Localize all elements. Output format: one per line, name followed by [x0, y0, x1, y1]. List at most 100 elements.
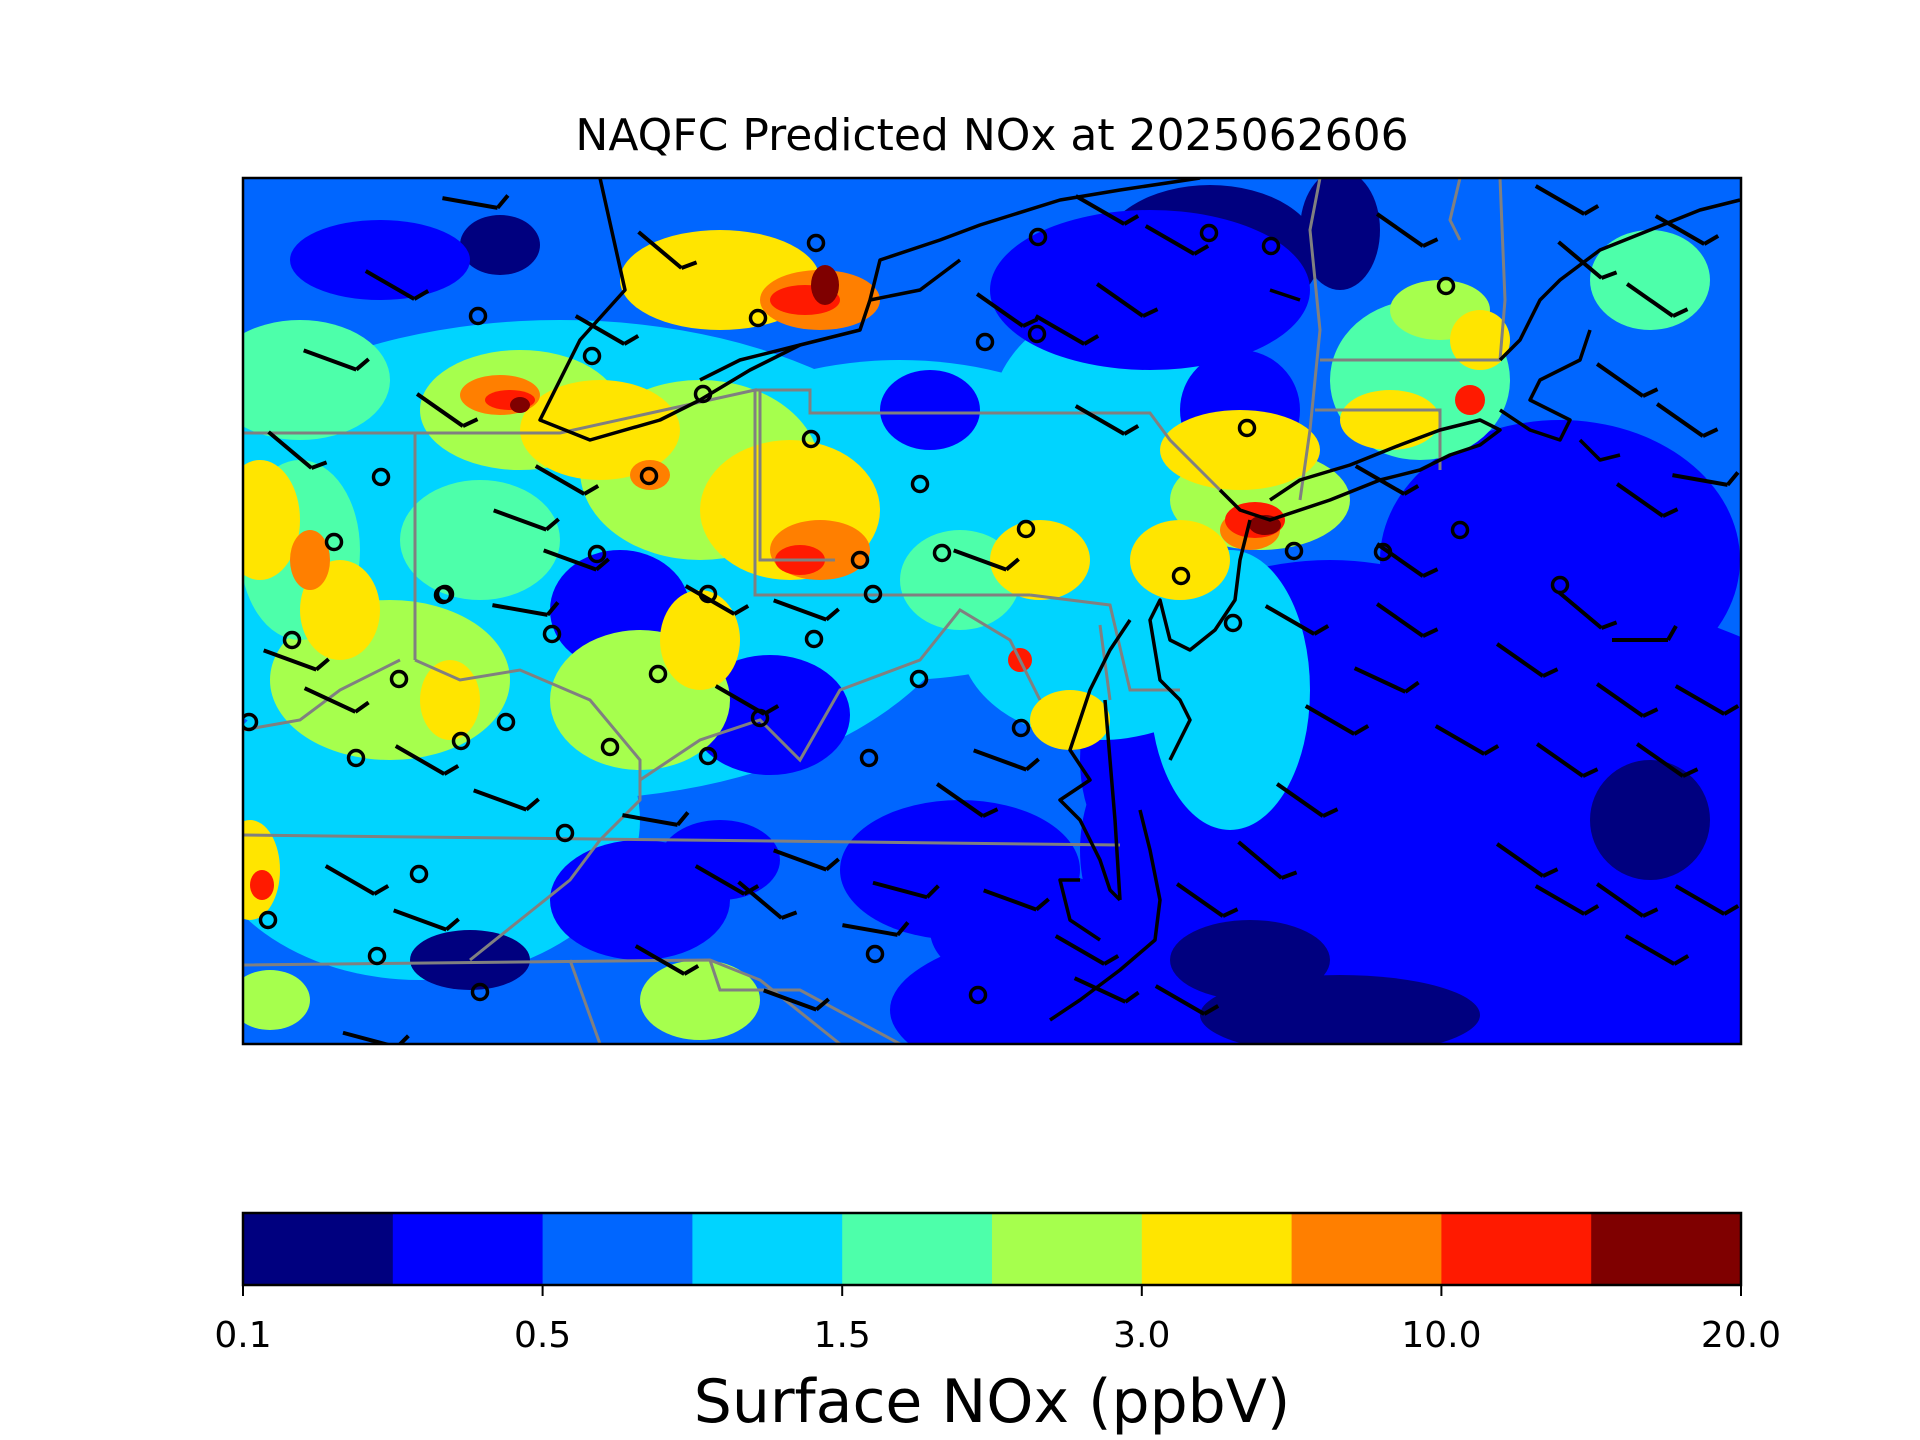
monitoring-site-marker: [600, 737, 620, 757]
wind-barb-shaft: [983, 888, 1037, 912]
wind-barb-flag: [733, 604, 750, 616]
wind-barb-flag: [315, 657, 330, 672]
nox-region: [1150, 550, 1310, 830]
state-border: [243, 833, 1121, 847]
monitoring-site-marker: [1011, 718, 1031, 738]
wind-barb: [263, 648, 330, 672]
wind-barb: [574, 314, 640, 346]
colorbar-swatch: [1441, 1213, 1592, 1285]
wind-barb-shaft: [1615, 482, 1665, 518]
wind-barb-flag: [1702, 427, 1719, 438]
map-title: NAQFC Predicted NOx at 2025062606: [575, 110, 1408, 161]
wind-barb: [622, 811, 690, 827]
wind-barb-flag: [546, 601, 560, 617]
wind-barb-shaft: [1074, 404, 1126, 436]
monitoring-site-marker: [1450, 520, 1470, 540]
colorbar-frame: [241, 1211, 1743, 1287]
wind-barb: [1535, 742, 1599, 778]
wind-barb-shaft: [1595, 882, 1645, 918]
wind-barb: [1624, 934, 1690, 966]
state-borders: [243, 178, 1507, 1044]
wind-barb: [393, 908, 460, 932]
monitoring-site-marker: [1237, 418, 1257, 438]
colorbar-swatch: [842, 1213, 993, 1285]
wind-barb-shaft: [303, 686, 357, 714]
wind-barb-flag: [743, 884, 760, 896]
wind-barb-flag: [1673, 954, 1690, 966]
coastline: [1499, 329, 1592, 442]
wind-barb-flag: [462, 417, 479, 428]
wind-barb-shaft: [394, 744, 446, 776]
wind-barb-flag: [1280, 870, 1298, 880]
nox-region: [400, 480, 560, 600]
monitoring-site-marker: [542, 624, 562, 644]
colorbar-swatch: [243, 1213, 394, 1285]
wind-barb-flag: [1103, 954, 1120, 966]
wind-barb-flag: [676, 811, 690, 827]
wind-barb-flag: [1723, 704, 1740, 716]
wind-barb-shaft: [1304, 704, 1356, 736]
state-border: [755, 388, 1222, 492]
wind-barb-shaft: [534, 464, 586, 496]
monitoring-site-marker: [409, 864, 429, 884]
wind-barb-shaft: [1535, 742, 1585, 778]
map-frame: [241, 176, 1743, 1046]
wind-barb-shaft: [737, 880, 783, 920]
wind-barb-shaft: [1095, 282, 1145, 318]
monitoring-site-marker: [451, 731, 471, 751]
wind-barb-shaft: [1375, 542, 1425, 578]
wind-barb-shaft: [1625, 282, 1675, 318]
wind-barb: [303, 686, 370, 714]
nox-region: [520, 380, 680, 480]
wind-barb-shaft: [1674, 684, 1726, 716]
colorbar-swatch: [1141, 1213, 1293, 1285]
monitoring-sites: [243, 223, 1570, 1005]
wind-barb-flag: [1322, 807, 1339, 818]
colorbar-swatch: [692, 1213, 843, 1285]
nox-region: [243, 460, 300, 580]
wind-barb: [1154, 984, 1220, 1016]
wind-barb-flag: [1600, 270, 1618, 280]
colorbar-swatch: [1291, 1213, 1442, 1285]
monitoring-site-marker: [587, 544, 607, 564]
nox-region: [811, 265, 839, 305]
wind-barb-flag: [1662, 507, 1679, 518]
state-border: [1298, 178, 1322, 501]
monitoring-site-marker: [1284, 541, 1304, 561]
wind-barb: [1674, 884, 1740, 916]
wind-barb: [1595, 362, 1659, 398]
wind-barb-flag: [1583, 204, 1600, 216]
wind-barb-flag: [623, 334, 640, 346]
wind-barb: [1635, 742, 1699, 778]
wind-barb-shaft: [1495, 842, 1545, 878]
wind-barb-shaft: [1672, 473, 1728, 487]
wind-barb: [842, 921, 910, 937]
wind-barb-shaft: [263, 648, 317, 672]
wind-barb-shaft: [1595, 682, 1645, 718]
wind-barbs: [263, 184, 1740, 1044]
monitoring-site-marker: [648, 664, 668, 684]
wind-barb: [1595, 882, 1659, 918]
wind-barb: [442, 194, 510, 210]
wind-barb: [415, 392, 479, 428]
colorbar-tick-label: 1.5: [814, 1315, 871, 1356]
wind-barb-flag: [1123, 214, 1140, 226]
wind-barb-shaft: [872, 880, 928, 900]
monitoring-site-marker: [804, 629, 824, 649]
nox-region: [660, 590, 740, 690]
wind-barb: [342, 1030, 410, 1044]
wind-barb-shaft: [1595, 362, 1645, 398]
wind-barb-shaft: [473, 788, 527, 812]
wind-barb-shaft: [1353, 666, 1407, 694]
wind-barb: [1495, 642, 1559, 678]
wind-barb-shaft: [1534, 884, 1586, 916]
monitoring-site-marker: [1550, 575, 1570, 595]
monitoring-site-marker: [1027, 324, 1047, 344]
wind-barb-flag: [683, 964, 700, 976]
monitoring-site-marker: [1171, 566, 1191, 586]
colorbar-swatch: [542, 1213, 693, 1285]
coastline: [869, 258, 962, 302]
monitoring-site-marker: [1199, 223, 1219, 243]
wind-barb-flag: [815, 997, 830, 1012]
